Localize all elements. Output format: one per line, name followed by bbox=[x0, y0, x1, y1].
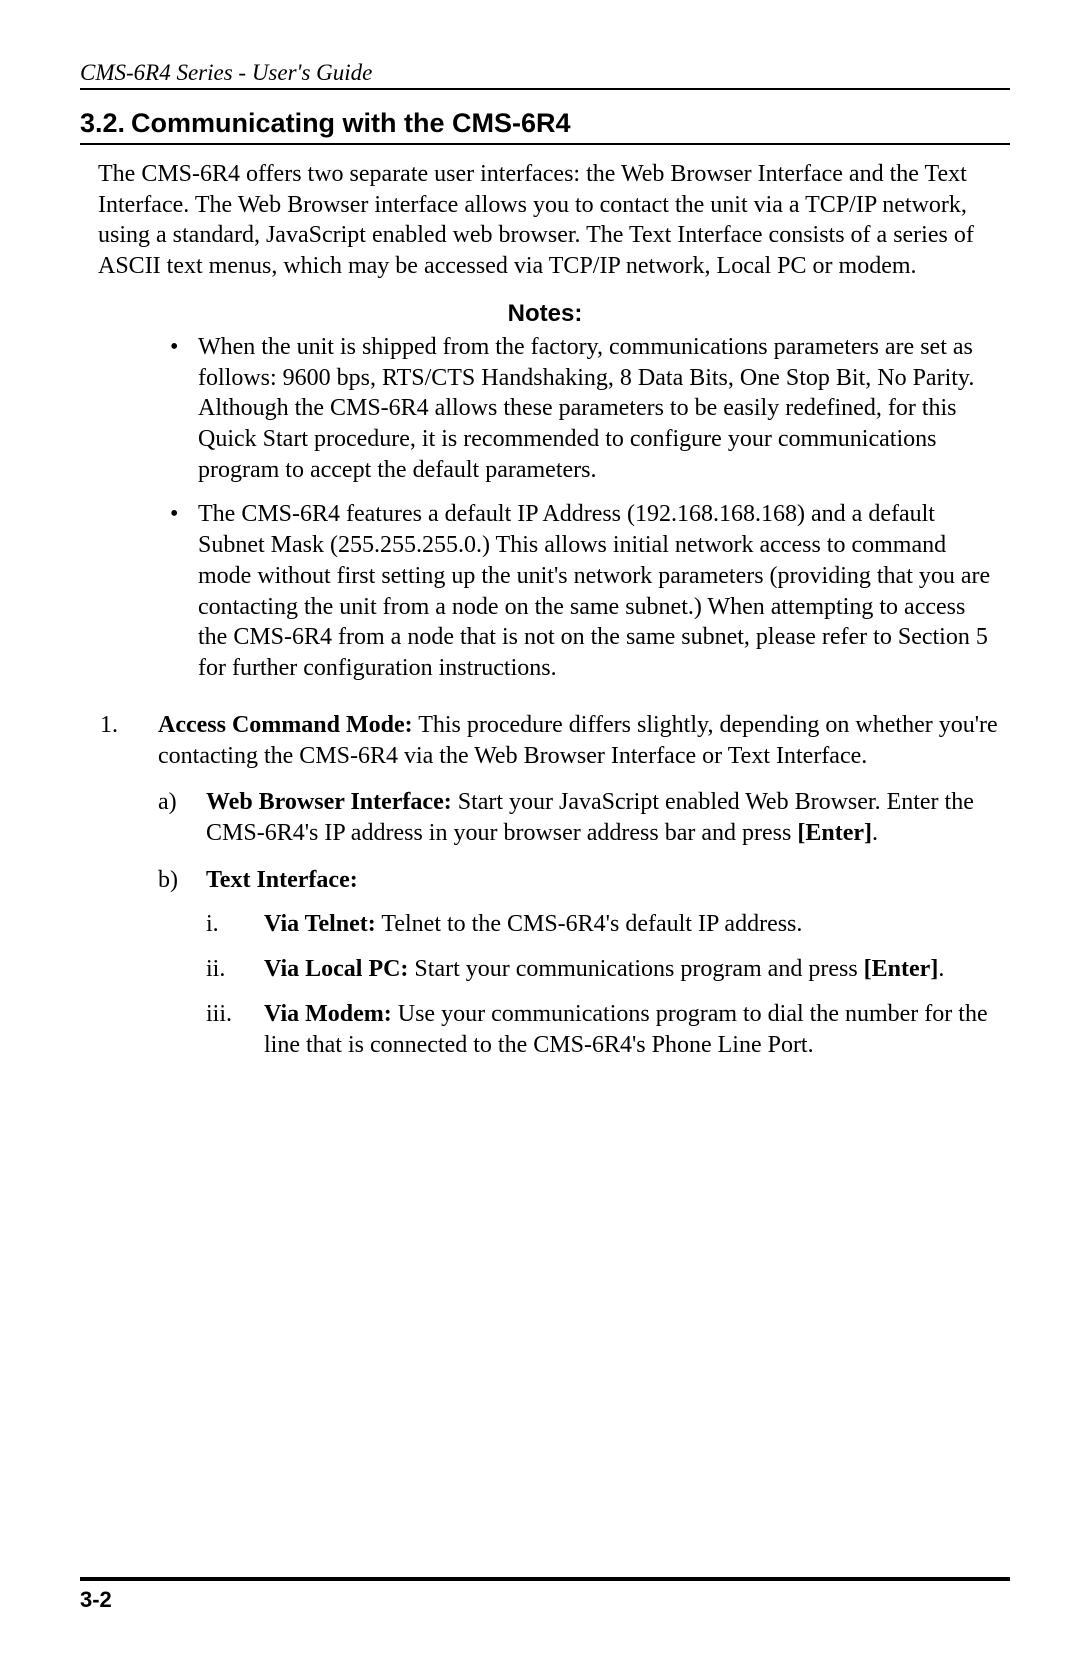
roman-label: i. bbox=[206, 909, 252, 940]
roman-iii-bold: Via Modem: bbox=[264, 1001, 392, 1027]
roman-steps: i. Via Telnet: Telnet to the CMS-6R4's d… bbox=[206, 909, 1010, 1060]
substep-b: b) Text Interface: i. Via Telnet: Telnet… bbox=[158, 865, 1010, 1061]
roman-i-rest: Telnet to the CMS-6R4's default IP addre… bbox=[376, 911, 803, 937]
page-footer: 3-2 bbox=[80, 1577, 1010, 1613]
enter-key: [Enter] bbox=[864, 956, 939, 982]
roman-ii-rest2: . bbox=[938, 956, 944, 982]
substep-b-bold: Text Interface: bbox=[206, 867, 358, 893]
roman-i: i. Via Telnet: Telnet to the CMS-6R4's d… bbox=[206, 909, 1010, 940]
running-header: CMS-6R4 Series - User's Guide bbox=[80, 60, 1010, 90]
roman-i-bold: Via Telnet: bbox=[264, 911, 376, 937]
section-title: Communicating with the CMS-6R4 bbox=[131, 108, 571, 138]
notes-list: When the unit is shipped from the factor… bbox=[170, 332, 1010, 684]
substep-label: a) bbox=[158, 787, 194, 818]
step-lead-bold: Access Command Mode: bbox=[158, 712, 413, 738]
section-intro: The CMS-6R4 offers two separate user int… bbox=[98, 159, 1010, 282]
sub-steps: a) Web Browser Interface: Start your Jav… bbox=[158, 787, 1010, 1060]
enter-key: [Enter] bbox=[797, 820, 872, 846]
notes-item: The CMS-6R4 features a default IP Addres… bbox=[170, 499, 1000, 683]
manual-page: CMS-6R4 Series - User's Guide 3.2.Commun… bbox=[0, 0, 1080, 1669]
section-number: 3.2. bbox=[80, 108, 125, 138]
notes-item: When the unit is shipped from the factor… bbox=[170, 332, 1000, 486]
step-number: 1. bbox=[100, 710, 140, 741]
notes-heading: Notes: bbox=[80, 300, 1010, 328]
procedure-steps: 1. Access Command Mode: This procedure d… bbox=[100, 710, 1010, 1060]
roman-ii-rest1: Start your communications program and pr… bbox=[408, 956, 863, 982]
substep-a-bold: Web Browser Interface: bbox=[206, 789, 452, 815]
roman-label: iii. bbox=[206, 999, 252, 1030]
section-heading: 3.2.Communicating with the CMS-6R4 bbox=[80, 108, 1010, 145]
roman-ii-bold: Via Local PC: bbox=[264, 956, 408, 982]
roman-iii: iii. Via Modem: Use your communications … bbox=[206, 999, 1010, 1060]
substep-a: a) Web Browser Interface: Start your Jav… bbox=[158, 787, 1010, 848]
roman-label: ii. bbox=[206, 954, 252, 985]
page-number: 3-2 bbox=[80, 1587, 112, 1612]
roman-ii: ii. Via Local PC: Start your communicati… bbox=[206, 954, 1010, 985]
substep-a-text2: . bbox=[872, 820, 878, 846]
step-1: 1. Access Command Mode: This procedure d… bbox=[100, 710, 1010, 1060]
substep-label: b) bbox=[158, 865, 194, 896]
